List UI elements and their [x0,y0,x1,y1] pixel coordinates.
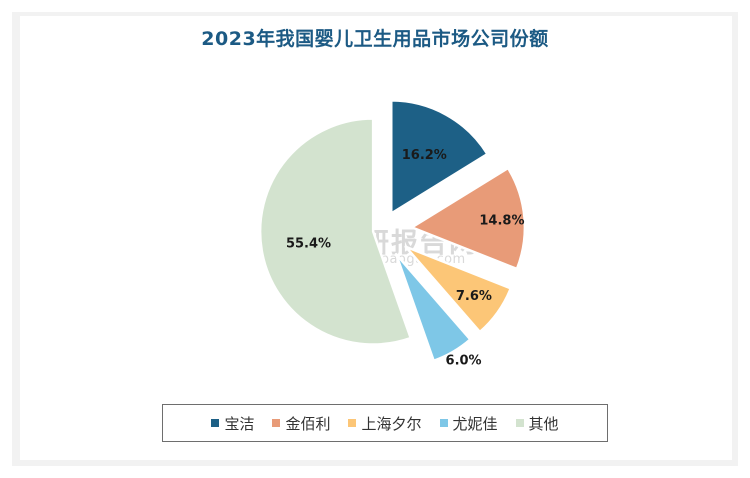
legend-item-5: 其他 [515,413,559,434]
legend-label: 其他 [528,414,559,433]
pie-data-label-4: 6.0% [446,354,482,369]
pie-slice-1 [390,99,489,215]
legend-item-3: 上海夕尔 [348,413,422,434]
legend-swatch [515,419,524,427]
pie-slice-4 [394,252,472,362]
legend-item-2: 金佰利 [272,413,330,434]
legend-label: 上海夕尔 [361,414,422,433]
pie-slice-3 [404,245,512,334]
legend-item-1: 宝洁 [211,413,254,434]
legend-swatch [348,419,357,427]
legend-swatch [211,419,220,427]
pie-data-label-5: 55.4% [286,237,331,252]
pie-data-label-1: 16.2% [402,148,447,163]
legend-label: 宝洁 [224,414,255,433]
legend-item-4: 尤妮佳 [439,413,498,434]
legend-swatch [439,419,448,427]
pie-slice-5 [258,117,412,346]
legend-label: 金佰利 [285,414,331,433]
chart-title: 2023年我国婴儿卫生用品市场公司份额 [201,28,549,50]
pie-data-label-2: 14.8% [479,213,524,228]
pie-slices [258,99,527,362]
pie-data-labels: 16.2% 14.8% 7.6% 6.0% 55.4% [286,148,525,368]
legend-swatch [272,419,281,427]
pie-slice-2 [410,166,527,271]
pie-data-label-3: 7.6% [456,289,492,304]
legend-label: 尤妮佳 [452,414,498,433]
chart-legend: 宝洁 金佰利 上海夕尔 尤妮佳 其他 [162,404,608,442]
